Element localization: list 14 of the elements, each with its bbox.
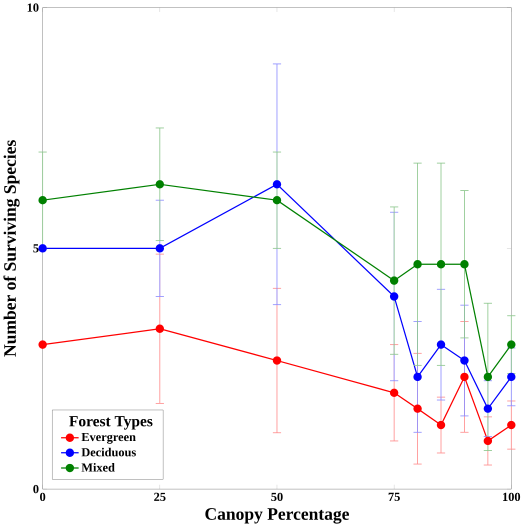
- x-tick-label: 25: [154, 492, 166, 502]
- x-axis-title: Canopy Percentage: [205, 508, 349, 524]
- legend-title: Forest Types: [69, 416, 152, 430]
- x-tick-label: 75: [388, 492, 400, 501]
- x-tick-label: 50: [271, 492, 283, 502]
- legend-label: Mixed: [82, 462, 115, 472]
- y-axis-title: Number of Surviving Species: [3, 140, 20, 357]
- y-tick-label: 10: [28, 3, 39, 12]
- x-tick-label: 0: [40, 492, 46, 502]
- legend-label: Deciduous: [82, 448, 136, 456]
- x-tick-label: 100: [503, 492, 520, 502]
- y-tick-label: 5: [33, 244, 39, 252]
- legend-label: Evergreen: [82, 432, 136, 444]
- y-tick-label: 0: [33, 484, 39, 494]
